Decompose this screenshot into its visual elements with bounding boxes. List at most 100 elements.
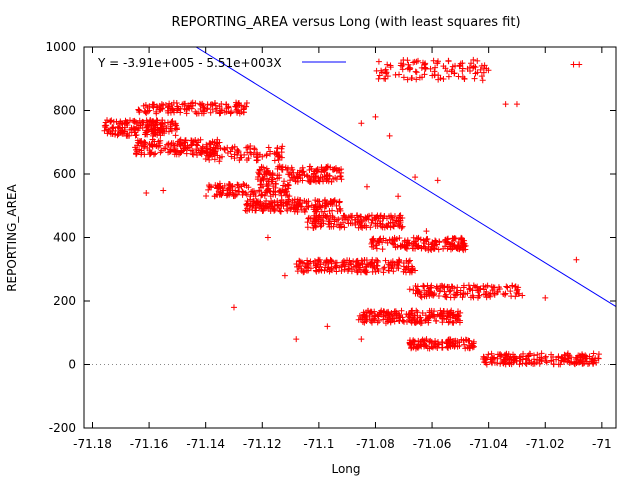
data-point	[207, 109, 214, 116]
data-point	[233, 191, 240, 198]
data-point	[149, 103, 156, 110]
data-point	[416, 289, 423, 296]
data-point	[234, 147, 241, 154]
data-point	[446, 318, 453, 325]
data-point	[399, 66, 406, 73]
data-point	[306, 174, 313, 181]
data-point	[206, 140, 213, 147]
data-point	[328, 220, 335, 227]
data-point	[403, 311, 410, 318]
data-point	[219, 184, 226, 191]
data-point	[459, 245, 466, 252]
data-point	[183, 150, 190, 157]
data-point	[354, 269, 361, 276]
data-point	[406, 240, 413, 247]
x-tick-label: -71.14	[186, 437, 225, 451]
data-point	[277, 208, 284, 215]
data-point	[220, 187, 227, 194]
data-point	[372, 113, 379, 120]
data-point	[369, 239, 376, 246]
data-point	[418, 338, 425, 345]
data-point	[165, 141, 172, 148]
data-point	[531, 360, 538, 367]
data-point	[440, 75, 447, 82]
data-point	[177, 109, 184, 116]
data-point	[157, 149, 164, 156]
x-tick-label: -71.02	[526, 437, 565, 451]
data-point	[144, 124, 151, 131]
data-point	[150, 118, 157, 125]
data-point	[445, 73, 452, 80]
data-point	[440, 284, 447, 291]
data-point	[428, 246, 435, 253]
data-point	[135, 107, 142, 114]
data-point	[242, 207, 249, 214]
data-point	[421, 293, 428, 300]
data-point	[240, 189, 247, 196]
data-point	[311, 214, 318, 221]
data-point	[480, 69, 487, 76]
data-point	[452, 315, 459, 322]
data-point	[412, 174, 419, 181]
data-point	[571, 361, 578, 368]
y-tick-label: 0	[68, 358, 76, 372]
data-point	[359, 260, 366, 267]
data-point	[109, 124, 116, 131]
data-point	[404, 65, 411, 72]
data-point	[258, 163, 265, 170]
data-point	[221, 146, 228, 153]
data-point	[300, 168, 307, 175]
data-point	[409, 245, 416, 252]
data-point	[264, 186, 271, 193]
data-point	[357, 264, 364, 271]
data-point	[284, 166, 291, 173]
data-point	[457, 236, 464, 243]
data-point	[390, 268, 397, 275]
data-point	[223, 101, 230, 108]
data-point	[391, 261, 398, 268]
data-point	[442, 237, 449, 244]
data-point	[232, 192, 239, 199]
data-point	[543, 359, 550, 366]
data-point	[197, 136, 204, 143]
data-point	[162, 145, 169, 152]
data-point	[160, 187, 167, 194]
data-point	[542, 354, 549, 361]
data-point	[536, 354, 543, 361]
data-point	[582, 355, 589, 362]
data-point	[284, 201, 291, 208]
data-point	[482, 291, 489, 298]
data-point	[293, 336, 300, 343]
data-point	[299, 164, 306, 171]
data-point	[365, 216, 372, 223]
data-point	[327, 256, 334, 263]
data-point	[447, 287, 454, 294]
data-point	[247, 202, 254, 209]
data-point	[305, 204, 312, 211]
data-point	[474, 57, 481, 64]
data-point	[189, 99, 196, 106]
data-point	[139, 124, 146, 131]
data-point	[281, 178, 288, 185]
data-point	[566, 352, 573, 359]
data-point	[378, 67, 385, 74]
data-point	[327, 200, 334, 207]
data-point	[370, 316, 377, 323]
data-point	[315, 175, 322, 182]
data-point	[333, 221, 340, 228]
data-point	[192, 108, 199, 115]
data-point	[316, 266, 323, 273]
data-point	[107, 118, 114, 125]
data-point	[193, 141, 200, 148]
data-point	[244, 144, 251, 151]
data-point	[346, 265, 353, 272]
x-tick-label: -71.06	[413, 437, 452, 451]
data-point	[432, 64, 439, 71]
x-tick-label: -71.12	[243, 437, 282, 451]
data-point	[139, 142, 146, 149]
data-point	[276, 207, 283, 214]
data-point	[278, 154, 285, 161]
data-point	[185, 105, 192, 112]
data-point	[345, 213, 352, 220]
y-tick-label: 600	[53, 167, 76, 181]
